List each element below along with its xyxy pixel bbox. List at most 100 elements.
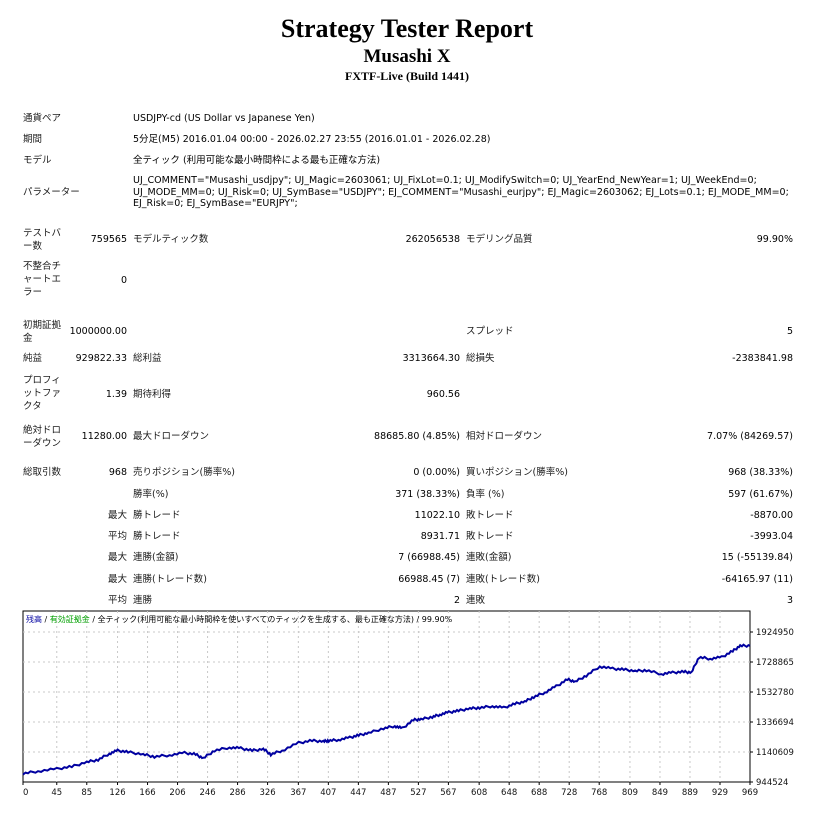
spread-label: スプレッド (466, 326, 514, 337)
symbol-label: 通貨ペア (23, 113, 62, 124)
net-label: 純益 (23, 353, 43, 364)
svg-text:286: 286 (229, 788, 245, 798)
avg-consec-prefix: 平均 (107, 595, 127, 606)
trades-label: 総取引数 (23, 467, 62, 478)
max-consec-losses-label: 連敗(金額) (466, 552, 512, 563)
svg-text:608: 608 (471, 788, 487, 798)
plot-area (22, 610, 751, 783)
svg-text:1532780: 1532780 (756, 688, 794, 698)
balance-chart: 0 45 85 126 166 206 246 286 326 367 407 447 487 527 56… (20, 608, 814, 818)
largest-win-label: 勝トレード (133, 510, 181, 521)
svg-text:407: 407 (320, 788, 336, 798)
avg-loss-value: -3993.04 (750, 531, 793, 542)
deposit-value: 1000000.00 (69, 326, 127, 337)
model-value: 全ティック (利用可能な最小時間枠による最も正確な方法) (133, 155, 381, 166)
long-value: 968 (38.33%) (728, 467, 793, 478)
svg-text:85: 85 (81, 788, 92, 798)
max-dd-label: 最大ドローダウン (133, 431, 210, 442)
avg-consec-losses-label: 連敗 (466, 595, 486, 606)
largest-loss-label: 敗トレード (466, 510, 514, 521)
max-consec-wins-value: 7 (66988.45) (398, 552, 460, 563)
svg-text:849: 849 (652, 788, 668, 798)
svg-text:648: 648 (501, 788, 517, 798)
largest-loss-value: -8870.00 (750, 510, 793, 521)
pf-value: 1.39 (105, 389, 127, 400)
svg-text:367: 367 (290, 788, 306, 798)
avg-consec-wins-value: 2 (453, 595, 460, 606)
largest-prefix: 最大 (107, 510, 127, 521)
rel-dd-label: 相対ドローダウン (466, 431, 543, 442)
svg-text:1336694: 1336694 (756, 718, 794, 728)
legend-separator: / (414, 615, 422, 624)
average-prefix: 平均 (107, 531, 127, 542)
abs-dd-value: 11280.00 (81, 431, 127, 442)
svg-text:728: 728 (561, 788, 577, 798)
loss-label: 負率 (%) (466, 489, 505, 500)
svg-text:206: 206 (169, 788, 185, 798)
svg-text:1140609: 1140609 (756, 748, 794, 758)
symbol-value: USDJPY-cd (US Dollar vs Japanese Yen) (133, 113, 315, 124)
svg-text:567: 567 (440, 788, 456, 798)
net-value: 929822.33 (75, 353, 127, 364)
max-consec-count-prefix: 最大 (107, 574, 127, 585)
rel-dd-value: 7.07% (84269.57) (707, 431, 793, 442)
gross-profit-label: 総利益 (133, 353, 162, 364)
largest-win-value: 11022.10 (414, 510, 460, 521)
gross-profit-value: 3313664.30 (402, 353, 460, 364)
avg-consec-wins-label: 連勝 (133, 595, 153, 606)
svg-text:889: 889 (682, 788, 698, 798)
svg-text:326: 326 (259, 788, 275, 798)
server-build: FXTF-Live (Build 1441) (344, 69, 469, 83)
svg-text:246: 246 (199, 788, 215, 798)
legend-separator: / (90, 615, 98, 624)
pf-label: プロフィットファクタ (23, 375, 62, 412)
short-label: 売りポジション(勝率%) (133, 467, 235, 478)
spread-value: 5 (786, 326, 793, 337)
quality-label: モデリング品質 (466, 234, 533, 245)
svg-text:944524: 944524 (756, 778, 788, 788)
model-label: モデル (23, 155, 52, 166)
svg-text:527: 527 (410, 788, 426, 798)
max-consec-wins-label: 連勝(金額) (133, 552, 179, 563)
x-axis-ticks: 0 45 85 126 166 206 246 286 326 367 407 447 487 527 56… (22, 782, 758, 798)
svg-text:45: 45 (51, 788, 62, 798)
win-label: 勝率(%) (133, 489, 169, 500)
y-axis-ticks: 944524 1140609 1336694 1532780 1728865 192495… (750, 628, 794, 788)
svg-text:126: 126 (109, 788, 125, 798)
trades-value: 968 (108, 467, 127, 478)
svg-text:929: 929 (712, 788, 728, 798)
deposit-label: 初期証拠金 (23, 320, 62, 344)
legend-balance: 残高 (26, 614, 42, 624)
loss-value: 597 (61.67%) (728, 489, 793, 500)
max-consec-prefix: 最大 (107, 552, 127, 563)
max-consec-loss-value: -64165.97 (11) (721, 574, 793, 585)
avg-consec-losses-value: 3 (786, 595, 793, 606)
legend-model: 全ティック(利用可能な最小時間枠を使いすべてのティックを生成する、最も正確な方法… (98, 614, 414, 624)
short-value: 0 (0.00%) (413, 467, 460, 478)
svg-text:0: 0 (23, 788, 28, 798)
svg-text:969: 969 (742, 788, 758, 798)
balance-line (22, 643, 751, 776)
svg-text:447: 447 (350, 788, 366, 798)
mismatch-label: 不整合チャートエラー (23, 261, 62, 298)
legend-equity: 有効証拠金 (50, 614, 90, 624)
svg-text:166: 166 (139, 788, 155, 798)
params-label: パラメーター (23, 187, 80, 198)
avg-loss-label: 敗トレード (466, 531, 514, 542)
bars-label: テストバー数 (23, 228, 62, 252)
legend-quality: 99.90% (422, 615, 453, 624)
svg-text:1728865: 1728865 (756, 658, 794, 668)
gross-loss-label: 総損失 (466, 353, 495, 364)
params-value: UJ_COMMENT="Musashi_usdjpy"; UJ_Magic=26… (133, 175, 789, 209)
gross-loss-value: -2383841.98 (732, 353, 793, 364)
max-consec-losses-value: 15 (-55139.84) (721, 552, 793, 563)
expected-label: 期待利得 (133, 389, 172, 400)
report-title: Strategy Tester Report (280, 14, 534, 43)
quality-value: 99.90% (756, 234, 793, 245)
max-consec-profit-label: 連勝(トレード数) (133, 574, 207, 585)
period-value: 5分足(M5) 2016.01.04 00:00 - 2026.02.27 23… (133, 134, 491, 145)
long-label: 買いポジション(勝率%) (466, 467, 568, 478)
abs-dd-label: 絶対ドローダウン (23, 425, 62, 449)
max-consec-loss-label: 連敗(トレード数) (466, 574, 540, 585)
svg-text:768: 768 (591, 788, 607, 798)
